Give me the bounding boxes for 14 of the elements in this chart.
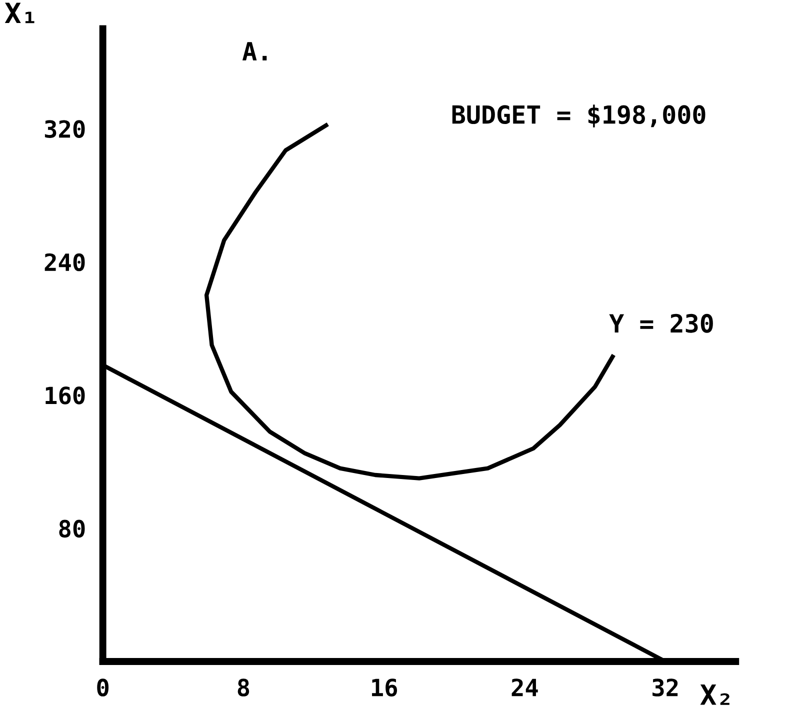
y-tick-label: 320 [44,120,85,138]
y-tick-label: 240 [44,253,85,272]
x-tick-label: 8 [238,678,250,696]
x-tick-label: 24 [512,678,538,696]
annotation: Y = 230 [609,314,713,333]
annotation: BUDGET = $198,000 [452,104,706,128]
y-tick-label: 80 [59,520,85,538]
x-tick-label: 16 [372,678,398,696]
x-axis-title: X₂ [700,684,730,705]
x-tick-label: 0 [97,678,109,696]
y-axis-title: X₁ [4,2,34,24]
x-tick-label: 32 [652,678,678,696]
y-tick-label: 160 [46,386,85,404]
annotation: A. [242,42,267,60]
